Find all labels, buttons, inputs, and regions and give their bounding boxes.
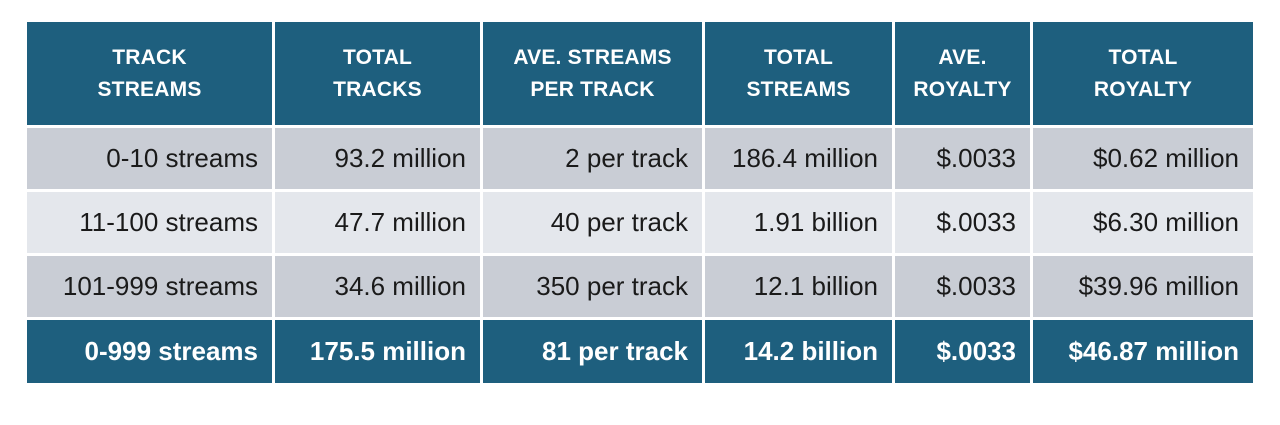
table-cell: $.0033 — [895, 256, 1033, 320]
table-body: 0-10 streams 93.2 million 2 per track 186.4… — [27, 128, 1253, 386]
table-cell: 0-10 streams — [27, 128, 275, 192]
table-cell: $.0033 — [895, 192, 1033, 256]
table-cell: 2 per track — [483, 128, 705, 192]
column-header-total-tracks: TOTAL TRACKS — [275, 22, 483, 128]
table-cell: $39.96 million — [1033, 256, 1253, 320]
column-header-ave-royalty: AVE. ROYALTY — [895, 22, 1033, 128]
column-header-track-streams: TRACK STREAMS — [27, 22, 275, 128]
table-cell: $.0033 — [895, 128, 1033, 192]
table-cell: 186.4 million — [705, 128, 895, 192]
column-header-total-royalty: TOTAL ROYALTY — [1033, 22, 1253, 128]
table-row-11-100-streams: 11-100 streams 47.7 million 40 per track 1.… — [27, 192, 1253, 256]
table-cell: 40 per track — [483, 192, 705, 256]
total-cell: 14.2 billion — [705, 320, 895, 386]
table-cell: 1.91 billion — [705, 192, 895, 256]
table-cell: 12.1 billion — [705, 256, 895, 320]
table-total-row: 0-999 streams 175.5 million 81 per track 14… — [27, 320, 1253, 386]
table-cell: 93.2 million — [275, 128, 483, 192]
table-cell: 350 per track — [483, 256, 705, 320]
table-cell: 34.6 million — [275, 256, 483, 320]
table-cell: $6.30 million — [1033, 192, 1253, 256]
column-header-total-streams: TOTAL STREAMS — [705, 22, 895, 128]
total-cell: $.0033 — [895, 320, 1033, 386]
streaming-royalty-table: TRACK STREAMS TOTAL TRACKS AVE. STREAMS PE… — [27, 22, 1253, 386]
table-row-101-999-streams: 101-999 streams 34.6 million 350 per track… — [27, 256, 1253, 320]
table-row-0-10-streams: 0-10 streams 93.2 million 2 per track 186.4… — [27, 128, 1253, 192]
total-cell: 0-999 streams — [27, 320, 275, 386]
column-header-ave-streams-per-track: AVE. STREAMS PER TRACK — [483, 22, 705, 128]
table-cell: 47.7 million — [275, 192, 483, 256]
header-row: TRACK STREAMS TOTAL TRACKS AVE. STREAMS PE… — [27, 22, 1253, 128]
total-cell: $46.87 million — [1033, 320, 1253, 386]
table-header: TRACK STREAMS TOTAL TRACKS AVE. STREAMS PE… — [27, 22, 1253, 128]
total-cell: 81 per track — [483, 320, 705, 386]
table-cell: 101-999 streams — [27, 256, 275, 320]
table-cell: $0.62 million — [1033, 128, 1253, 192]
total-cell: 175.5 million — [275, 320, 483, 386]
table-cell: 11-100 streams — [27, 192, 275, 256]
